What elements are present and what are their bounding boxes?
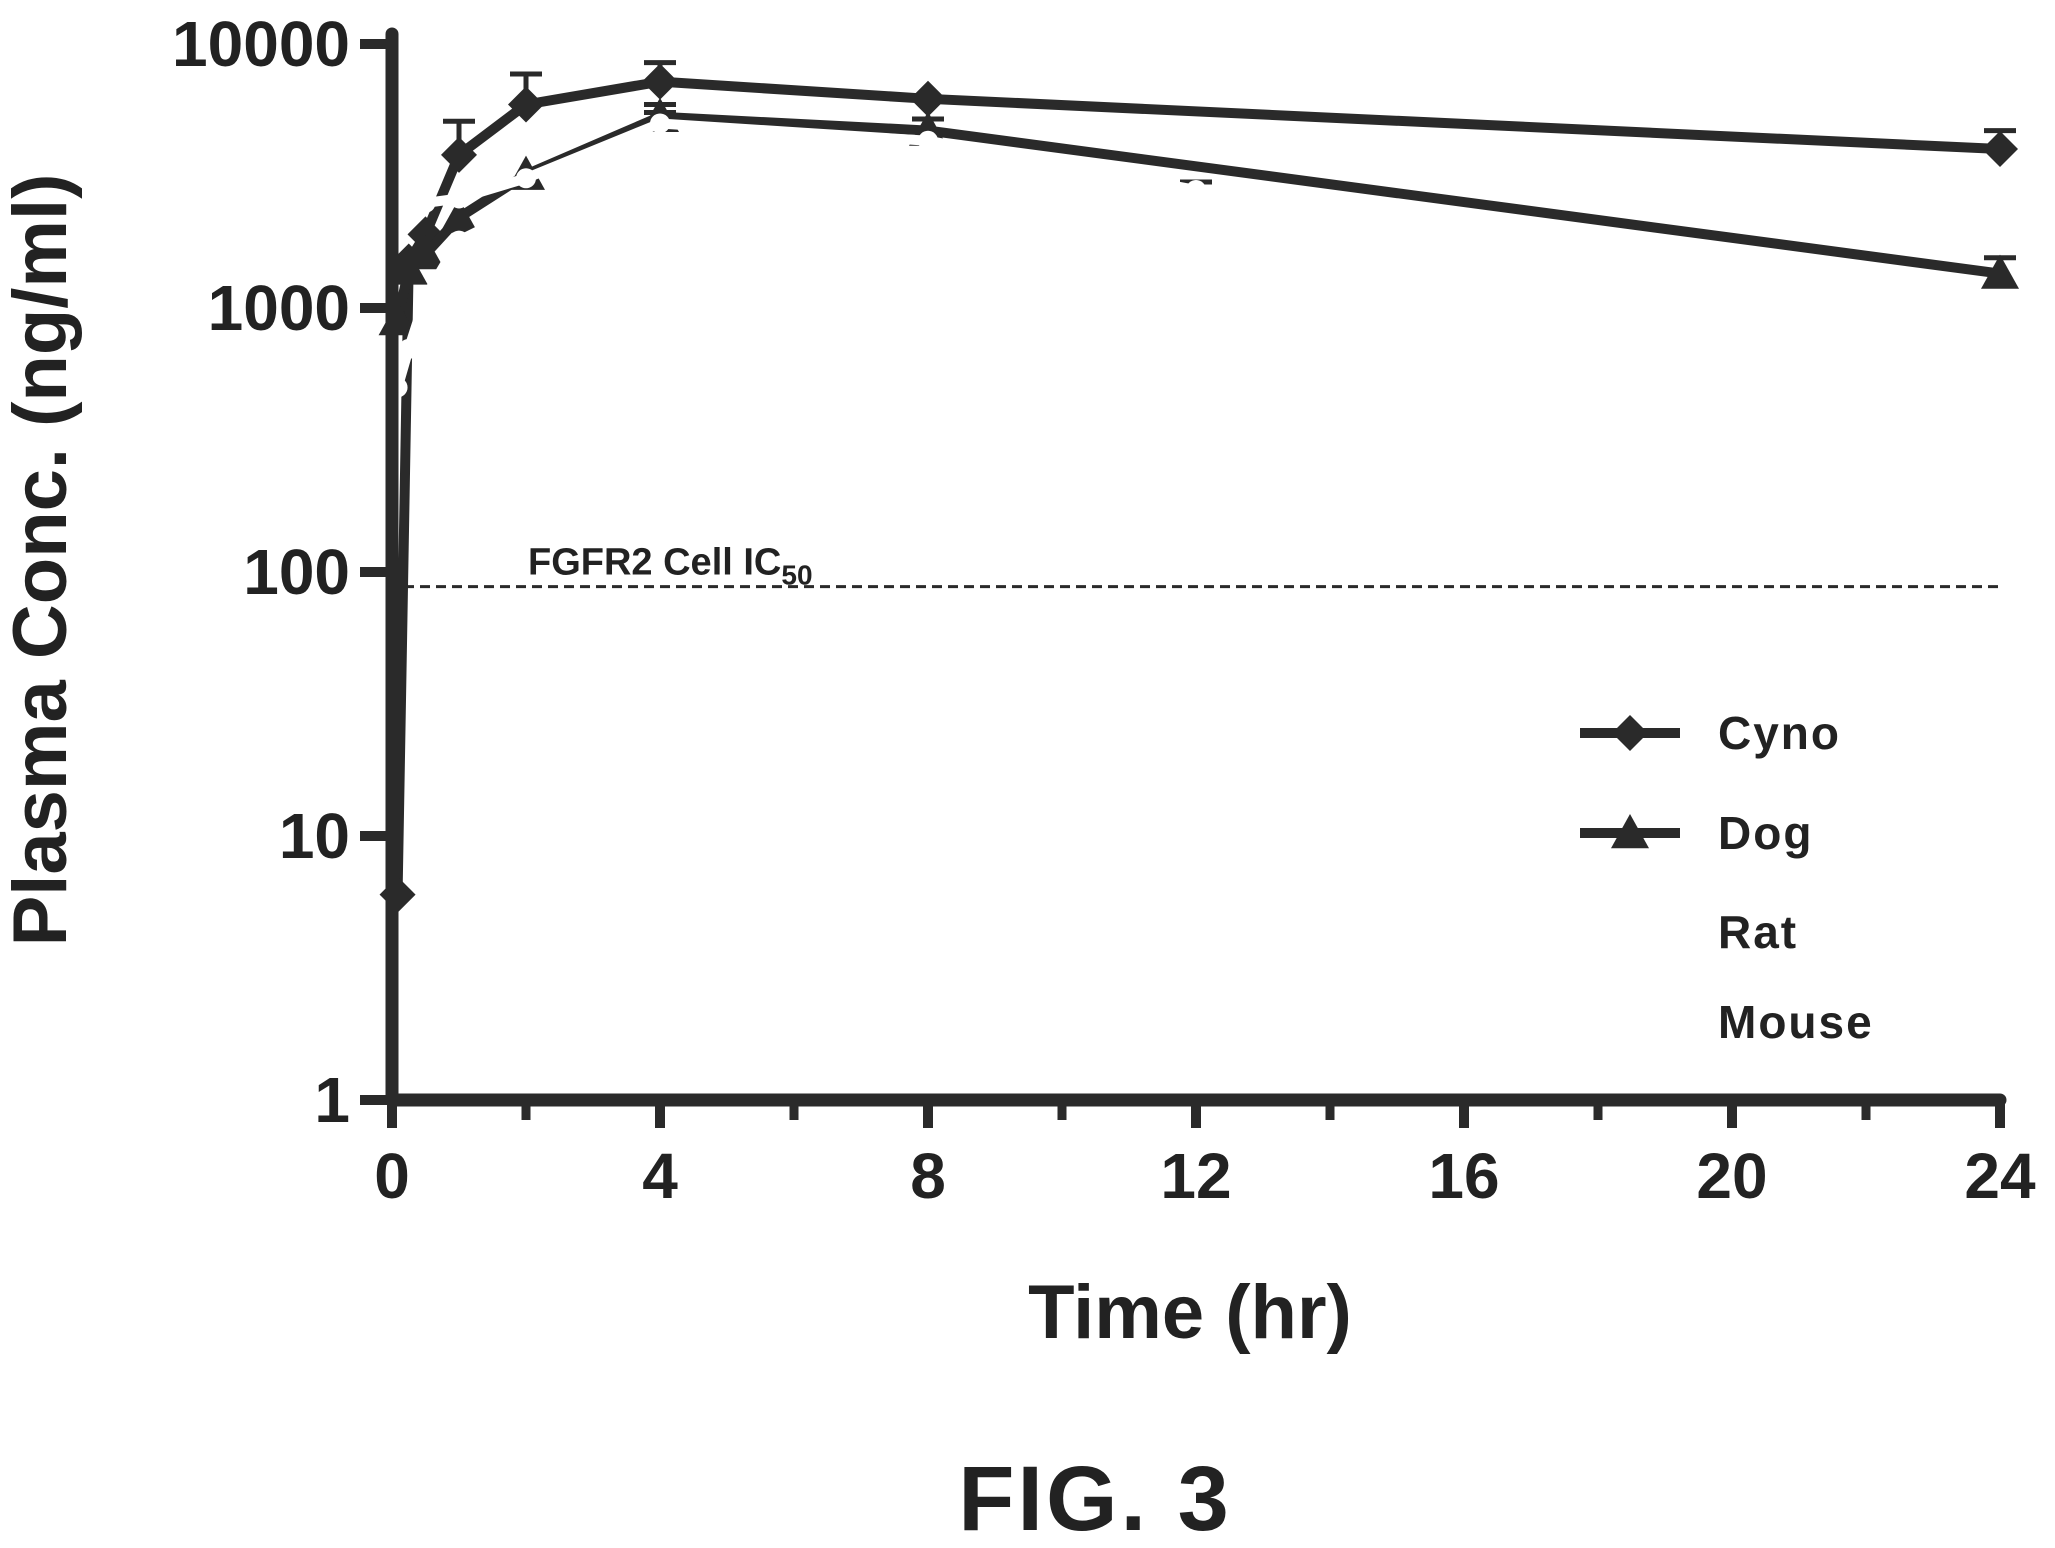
legend: Cyno Dog Rat Mouse: [1580, 707, 1874, 1048]
x-tick-label: 4: [642, 1140, 678, 1212]
data-point-rat: [415, 192, 436, 213]
y-tick-label: 1000: [208, 272, 350, 344]
data-point-rat: [1186, 179, 1206, 200]
x-tick-label: 20: [1696, 1140, 1767, 1212]
y-axis-title: Plasma Conc. (ng/ml): [0, 174, 83, 947]
reference-label-main: FGFR2 Cell IC: [528, 542, 781, 584]
x-tick-label: 24: [1964, 1140, 2036, 1212]
legend-item-rat: Rat: [1718, 906, 1798, 958]
axes: 0 4 8 12 16 20 24 1 10 100 1000 10000: [172, 8, 2036, 1212]
data-point-mouse: [449, 230, 469, 251]
data-point-mouse: [415, 287, 436, 308]
data-point-cyno: [642, 63, 678, 100]
data-point-rat: [516, 168, 536, 189]
x-tick-label: 0: [374, 1140, 410, 1212]
data-point-cyno: [508, 86, 544, 123]
data-point-rat: [650, 113, 670, 134]
reference-line-label: FGFR2 Cell IC50: [528, 542, 813, 591]
legend-label: Rat: [1718, 906, 1798, 958]
x-tick-label: 12: [1160, 1140, 1231, 1212]
data-point-rat: [398, 197, 419, 218]
legend-item-dog: Dog: [1580, 807, 1813, 859]
data-point-cyno: [1982, 131, 2018, 168]
x-axis-title: Time (hr): [1028, 1270, 1352, 1355]
series-line-cyno: [392, 76, 2001, 895]
x-tick-label: 16: [1428, 1140, 1499, 1212]
data-point-rat: [918, 130, 938, 151]
data-point-rat: [449, 188, 469, 209]
data-point-cyno: [441, 136, 477, 173]
series-line-dog: [392, 111, 2001, 322]
y-tick-label: 10000: [172, 8, 350, 80]
figure-caption: FIG. 3: [958, 1448, 1232, 1548]
data-point-cyno: [910, 80, 946, 117]
y-tick-label: 10: [279, 800, 350, 872]
y-tick-label: 100: [243, 536, 350, 608]
legend-marker-cyno: [1612, 715, 1648, 751]
y-tick-label: 1: [314, 1064, 350, 1136]
x-tick-label: 8: [910, 1140, 946, 1212]
data-point-mouse: [398, 338, 419, 359]
data-point-dog: [440, 198, 478, 233]
series-lines: [378, 63, 2019, 913]
data-point-dog: [1981, 254, 2019, 289]
data-point-dog: [406, 235, 445, 270]
reference-label-subscript: 50: [781, 560, 812, 591]
data-point-mouse: [516, 197, 536, 218]
legend-item-mouse: Mouse: [1718, 996, 1874, 1048]
legend-label: Cyno: [1718, 707, 1841, 759]
legend-item-cyno: Cyno: [1580, 707, 1841, 759]
legend-label: Mouse: [1718, 996, 1874, 1048]
legend-label: Dog: [1718, 807, 1813, 859]
legend-marker-dog: [1611, 814, 1649, 849]
reference-line-group: FGFR2 Cell IC50: [404, 542, 2000, 591]
